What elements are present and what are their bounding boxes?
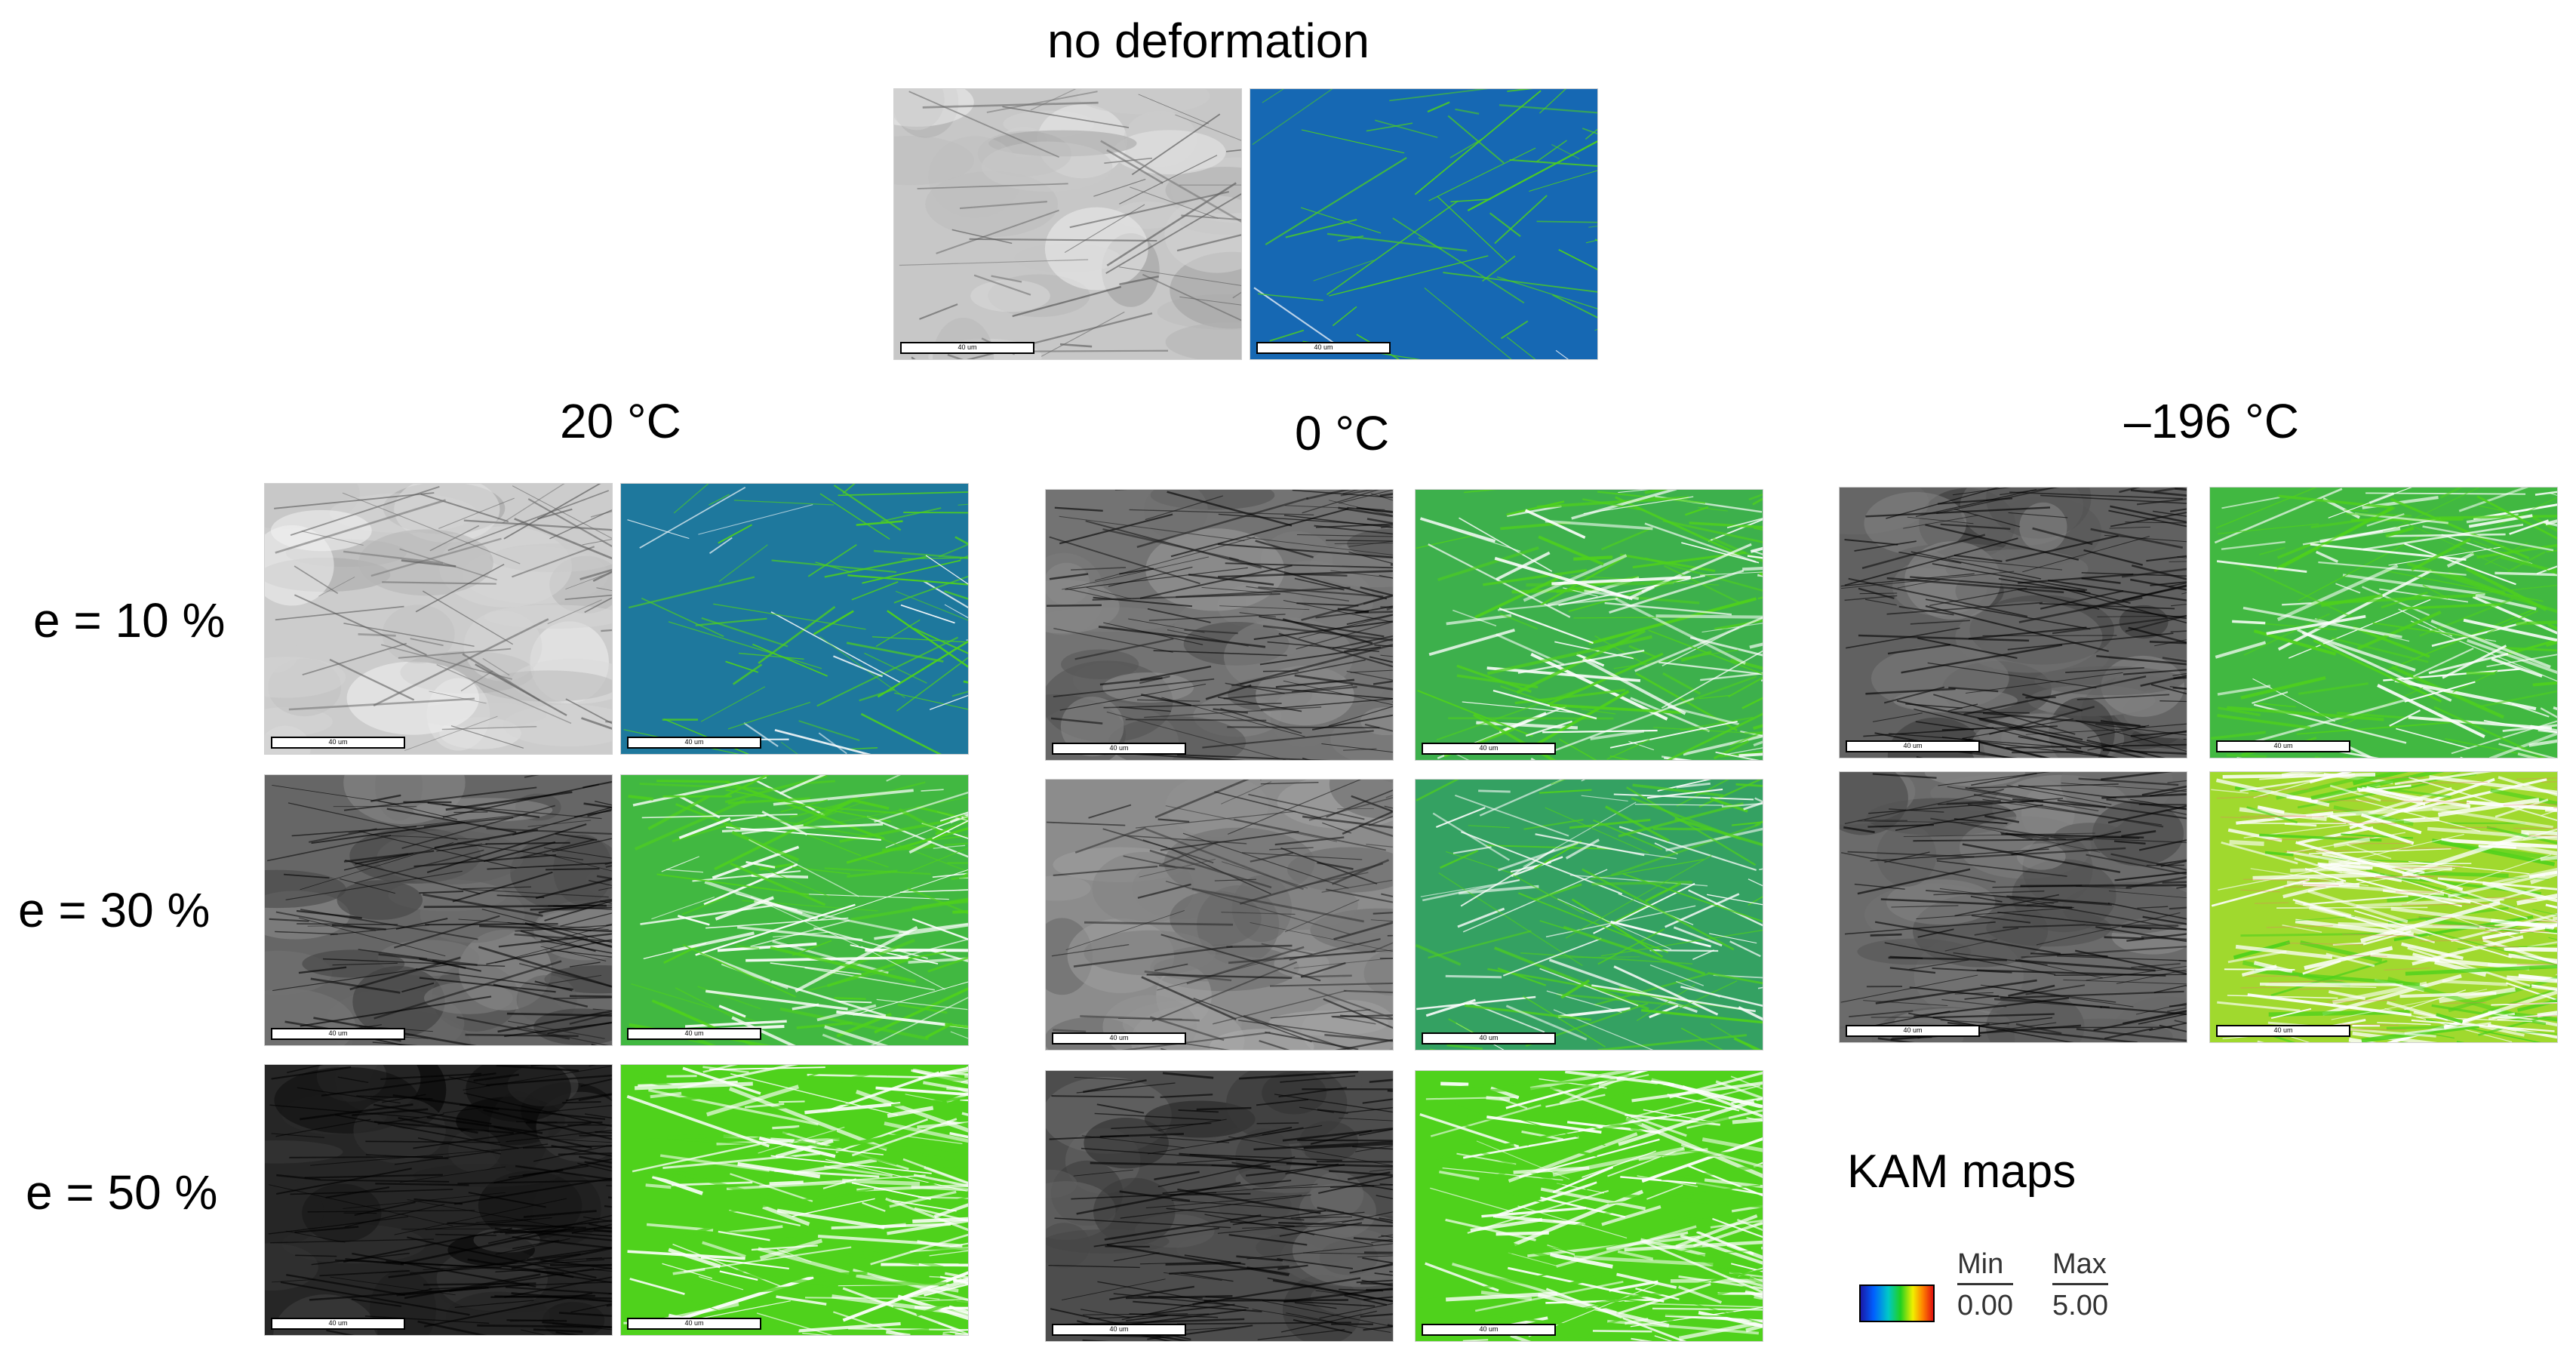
scale-bar: 40 um [1052,743,1186,755]
label-temp-0: 0 °C [1295,406,1390,460]
scale-bar-label: 40 um [2273,742,2293,749]
kam-map-minus196c-e30: 40 um [2209,771,2558,1043]
scale-bar-label: 40 um [684,1029,704,1037]
scale-bar-label: 40 um [684,738,704,746]
scale-bar: 40 um [2216,740,2350,752]
scale-bar: 40 um [1422,1324,1556,1336]
micrograph-no-deformation: 40 um [893,88,1242,360]
micrograph-minus196c-e30: 40 um [1839,771,2187,1043]
scale-bar-label: 40 um [958,343,977,351]
scale-bar-label: 40 um [1479,1034,1499,1041]
micrograph-20c-e10: 40 um [264,483,613,755]
label-strain-50: e = 50 % [26,1165,218,1220]
legend-max: Max 5.00 [2052,1250,2108,1320]
scale-bar: 40 um [1422,743,1556,755]
legend-min-label: Min [1957,1250,2013,1285]
kam-map-minus196c-e10: 40 um [2209,487,2558,758]
legend-min: Min 0.00 [1957,1250,2013,1320]
legend-max-label: Max [2052,1250,2108,1285]
legend-max-value: 5.00 [2052,1290,2108,1321]
label-temp-20: 20 °C [560,394,681,448]
scale-bar-label: 40 um [2273,1026,2293,1034]
kam-map-0c-e10: 40 um [1415,489,1763,761]
micrograph-minus196c-e10: 40 um [1839,487,2187,758]
legend-min-value: 0.00 [1957,1290,2013,1321]
scale-bar-label: 40 um [684,1319,704,1327]
scale-bar-label: 40 um [1479,744,1499,752]
micrograph-20c-e30: 40 um [264,774,613,1046]
scale-bar-label: 40 um [1903,1026,1923,1034]
scale-bar: 40 um [271,1318,405,1330]
scale-bar: 40 um [2216,1025,2350,1037]
scale-bar-label: 40 um [1109,744,1129,752]
label-strain-10: e = 10 % [33,593,226,648]
kam-map-20c-e30: 40 um [620,774,969,1046]
kam-map-0c-e50: 40 um [1415,1070,1763,1342]
micrograph-0c-e30: 40 um [1045,779,1394,1051]
scale-bar-label: 40 um [1109,1325,1129,1333]
micrograph-20c-e50: 40 um [264,1064,613,1336]
scale-bar: 40 um [1256,342,1391,354]
label-no-deformation: no deformation [1047,14,1369,68]
scale-bar: 40 um [271,737,405,749]
scale-bar: 40 um [1052,1324,1186,1336]
scale-bar: 40 um [1846,1025,1980,1037]
scale-bar: 40 um [1422,1032,1556,1044]
kam-map-no-deformation: 40 um [1250,88,1598,360]
kam-map-20c-e50: 40 um [620,1064,969,1336]
scale-bar: 40 um [627,737,761,749]
scale-bar-label: 40 um [328,1319,348,1327]
scale-bar: 40 um [1052,1032,1186,1044]
scale-bar: 40 um [627,1028,761,1040]
kam-map-0c-e30: 40 um [1415,779,1763,1051]
scale-bar: 40 um [1846,740,1980,752]
scale-bar-label: 40 um [1479,1325,1499,1333]
micrograph-0c-e50: 40 um [1045,1070,1394,1342]
kam-map-20c-e10: 40 um [620,483,969,755]
scale-bar: 40 um [627,1318,761,1330]
scale-bar-label: 40 um [1903,742,1923,749]
label-strain-30: e = 30 % [18,883,211,937]
micrograph-0c-e10: 40 um [1045,489,1394,761]
legend-title: KAM maps [1847,1146,2076,1198]
legend-color-bar [1859,1284,1935,1322]
scale-bar: 40 um [900,342,1034,354]
scale-bar-label: 40 um [1109,1034,1129,1041]
scale-bar-label: 40 um [328,1029,348,1037]
scale-bar-label: 40 um [1314,343,1333,351]
scale-bar-label: 40 um [328,738,348,746]
label-temp-minus196: –196 °C [2124,394,2299,448]
scale-bar: 40 um [271,1028,405,1040]
